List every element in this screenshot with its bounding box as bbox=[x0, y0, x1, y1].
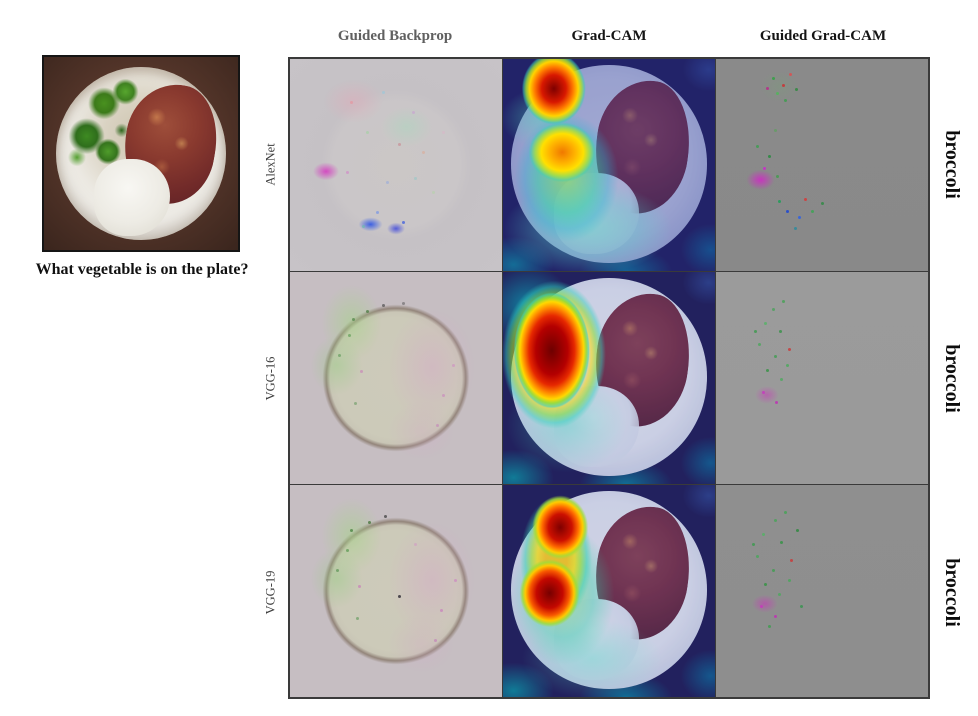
guided-gradcam-map bbox=[716, 272, 928, 484]
model-label-vgg19: VGG-19 bbox=[263, 570, 278, 614]
heatmap-overlay bbox=[503, 59, 715, 271]
guided-backprop-map bbox=[290, 485, 502, 697]
input-image bbox=[42, 55, 240, 252]
cell-gradcam-alexnet bbox=[503, 59, 715, 271]
cell-guided-gradcam-vgg16 bbox=[716, 272, 928, 484]
cell-guided-backprop-alexnet bbox=[290, 59, 502, 271]
question-caption: What vegetable is on the plate? bbox=[35, 261, 249, 278]
cell-gradcam-vgg19 bbox=[503, 485, 715, 697]
noise-speckles bbox=[290, 59, 293, 62]
cell-guided-gradcam-alexnet bbox=[716, 59, 928, 271]
cell-guided-gradcam-vgg19 bbox=[716, 485, 928, 697]
noise-speckles bbox=[290, 485, 293, 488]
column-header-gradcam: Grad-CAM bbox=[571, 28, 647, 44]
model-labels: AlexNet VGG-16 VGG-19 bbox=[256, 57, 286, 699]
model-label-vgg16: VGG-16 bbox=[263, 356, 278, 400]
noise-speckles bbox=[716, 272, 719, 275]
guided-gradcam-map bbox=[716, 485, 928, 697]
guided-backprop-map bbox=[290, 272, 502, 484]
answer-labels: broccoli broccoli broccoli bbox=[932, 57, 970, 699]
guided-backprop-map bbox=[290, 59, 502, 271]
answer-label-alexnet: broccoli bbox=[940, 129, 963, 199]
column-header-guided-backprop: Guided Backprop bbox=[337, 28, 453, 44]
answer-label-vgg16: broccoli bbox=[940, 343, 963, 413]
heatmap-overlay bbox=[503, 485, 715, 697]
noise-speckles bbox=[290, 272, 293, 275]
rice-mound bbox=[94, 159, 171, 237]
cell-guided-backprop-vgg19 bbox=[290, 485, 502, 697]
guided-gradcam-map bbox=[716, 59, 928, 271]
column-header-guided-gradcam: Guided Grad-CAM bbox=[759, 28, 887, 44]
visualization-grid bbox=[288, 57, 930, 699]
answer-label-vgg19: broccoli bbox=[940, 557, 963, 627]
model-label-alexnet: AlexNet bbox=[263, 142, 278, 186]
noise-speckles bbox=[716, 485, 719, 488]
cell-guided-backprop-vgg16 bbox=[290, 272, 502, 484]
cell-gradcam-vgg16 bbox=[503, 272, 715, 484]
noise-speckles bbox=[716, 59, 719, 62]
heatmap-overlay bbox=[503, 272, 715, 484]
column-headers: Guided Backprop Grad-CAM Guided Grad-CAM bbox=[288, 28, 930, 45]
